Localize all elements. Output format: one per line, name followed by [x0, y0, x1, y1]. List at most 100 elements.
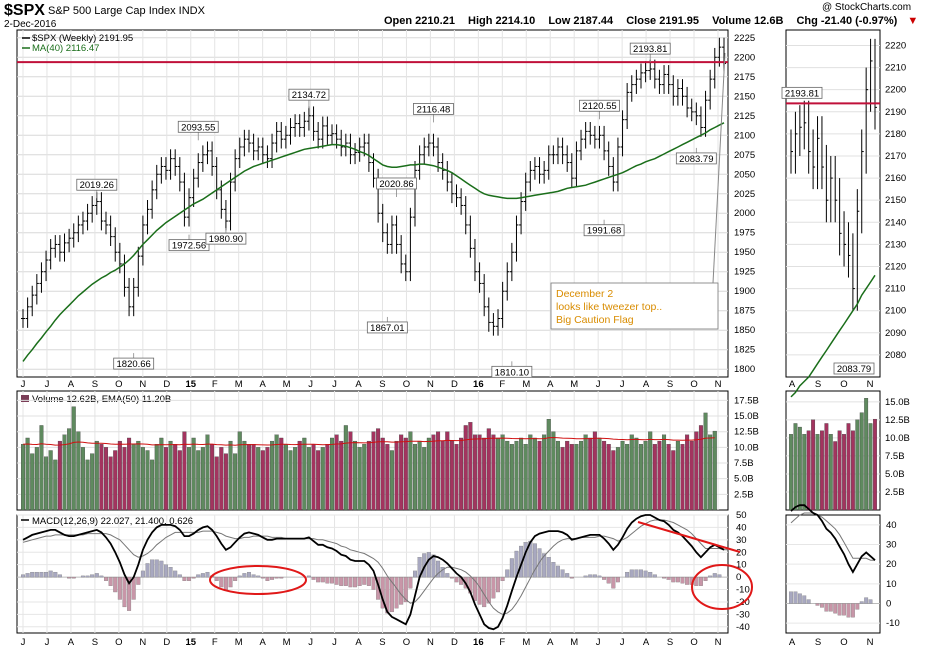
zoom-volume-tick-label: 2.5B	[885, 487, 905, 498]
price-label-box	[205, 232, 247, 245]
macd-ellipse-left	[209, 565, 307, 595]
macd-histogram-bar	[698, 576, 703, 586]
macd-histogram-bar	[71, 576, 76, 579]
volume-bar	[150, 459, 155, 511]
volume-bar	[242, 440, 247, 511]
macd-histogram-bar	[122, 576, 127, 608]
volume-bar	[477, 434, 482, 511]
macd-histogram-bar	[565, 573, 570, 578]
zoom-ma40-line	[790, 274, 876, 398]
macd-histogram-bar	[486, 576, 491, 604]
volume-bar	[187, 447, 192, 511]
x-tick-label: O	[690, 379, 697, 390]
macd-histogram-bar	[200, 573, 205, 578]
volume-bar	[694, 431, 699, 511]
zoom-label: 2193.81	[785, 88, 819, 99]
volume-bar	[117, 440, 122, 511]
zoom-macd-histogram-bar	[864, 597, 869, 604]
volume-tick-label: 17.5B	[734, 395, 759, 406]
macd-histogram-bar	[348, 576, 353, 588]
price-label: 1991.68	[587, 226, 621, 237]
macd-histogram-bar	[265, 576, 270, 581]
volume-bar	[385, 444, 390, 511]
x-tick-label: J	[332, 637, 337, 648]
volume-bar	[214, 456, 219, 511]
chart-date: 2-Dec-2016	[4, 19, 57, 30]
macd-histogram-bar	[703, 576, 708, 581]
zoom-volume-bar	[842, 434, 846, 511]
zoom-volume-bar	[855, 419, 860, 511]
zoom-volume-bar	[806, 430, 811, 511]
volume-bar	[662, 434, 667, 511]
price-tick-label: 1875	[734, 306, 755, 317]
volume-bar	[680, 444, 685, 511]
volume-bar	[565, 440, 570, 511]
x-tick-label: J	[596, 637, 601, 648]
volume-bar	[136, 440, 141, 511]
volume-bar	[574, 444, 579, 511]
zoom-macd-histogram-bar	[828, 603, 833, 612]
macd-histogram-bar	[569, 576, 574, 579]
macd-histogram-bar	[343, 576, 348, 586]
volume-bar	[159, 437, 164, 511]
volume-ema-line	[22, 436, 715, 446]
macd-histogram-bar	[154, 559, 159, 578]
macd-histogram-bar	[187, 576, 192, 581]
price-tick-label: 2175	[734, 72, 755, 83]
volume-bar	[191, 437, 196, 511]
x-tick-label: J	[308, 379, 313, 390]
x-tick-label: F	[212, 379, 218, 390]
index-name: S&P 500 Large Cap Index INDX	[48, 5, 205, 17]
macd-histogram-bar	[394, 576, 399, 609]
macd-histogram-bar	[214, 576, 219, 581]
macd-histogram-bar	[652, 574, 657, 578]
zoom-price-tick-label: 2140	[885, 217, 906, 228]
volume-bar	[611, 450, 616, 511]
macd-histogram-bar	[21, 574, 25, 578]
price-label: 1867.01	[370, 323, 404, 334]
x-tick-label: S	[92, 637, 98, 648]
price-label: 2083.79	[679, 154, 713, 165]
zoom-price-tick-label: 2220	[885, 40, 906, 51]
volume-bar	[329, 437, 334, 511]
volume-bar	[482, 437, 487, 511]
zoom-x-tick-label: S	[815, 379, 821, 390]
volume-bar	[173, 444, 178, 511]
price-label-box	[413, 103, 454, 115]
volume-bar	[210, 444, 215, 511]
zoom-volume-tick-label: 15.0B	[885, 397, 910, 408]
volume-bar	[57, 440, 62, 511]
macd-histogram-bar	[260, 576, 265, 579]
volume-bar	[21, 444, 25, 511]
volume-bar	[99, 444, 104, 511]
price-label-box	[583, 224, 625, 237]
macd-histogram-bar	[685, 576, 690, 585]
annotation-line: looks like tweezer top..	[556, 301, 662, 313]
volume-bar	[127, 437, 132, 511]
volume-bar	[445, 431, 450, 511]
volume-bar	[371, 431, 376, 511]
macd-histogram-bar	[159, 560, 164, 578]
symbol-title: $SPX	[4, 2, 45, 19]
x-tick-label: M	[570, 637, 578, 648]
volume-bar	[223, 453, 228, 511]
volume-bar	[168, 440, 173, 511]
x-tick-label: D	[451, 379, 458, 390]
zoom-volume-bar	[811, 419, 816, 511]
volume-legend: Volume 12.62B, EMA(50) 11.20B	[32, 394, 171, 405]
price-label-box	[76, 178, 118, 191]
price-tick-label: 1925	[734, 267, 755, 278]
volume-bar	[376, 428, 381, 511]
volume-tick-label: 2.5B	[734, 489, 754, 500]
volume-bar	[712, 430, 717, 511]
macd-histogram-bar	[251, 574, 256, 578]
chart-header: $SPX S&P 500 Large Cap Index INDX 2-Dec-…	[0, 0, 930, 30]
volume-bar	[560, 447, 565, 511]
macd-histogram-bar	[274, 576, 279, 579]
volume-bar	[104, 447, 109, 511]
macd-histogram-bar	[362, 576, 367, 585]
price-label: 2020.86	[379, 179, 413, 190]
volume-bar	[436, 431, 441, 511]
macd-histogram-bar	[611, 576, 616, 589]
volume-bar	[177, 450, 182, 511]
